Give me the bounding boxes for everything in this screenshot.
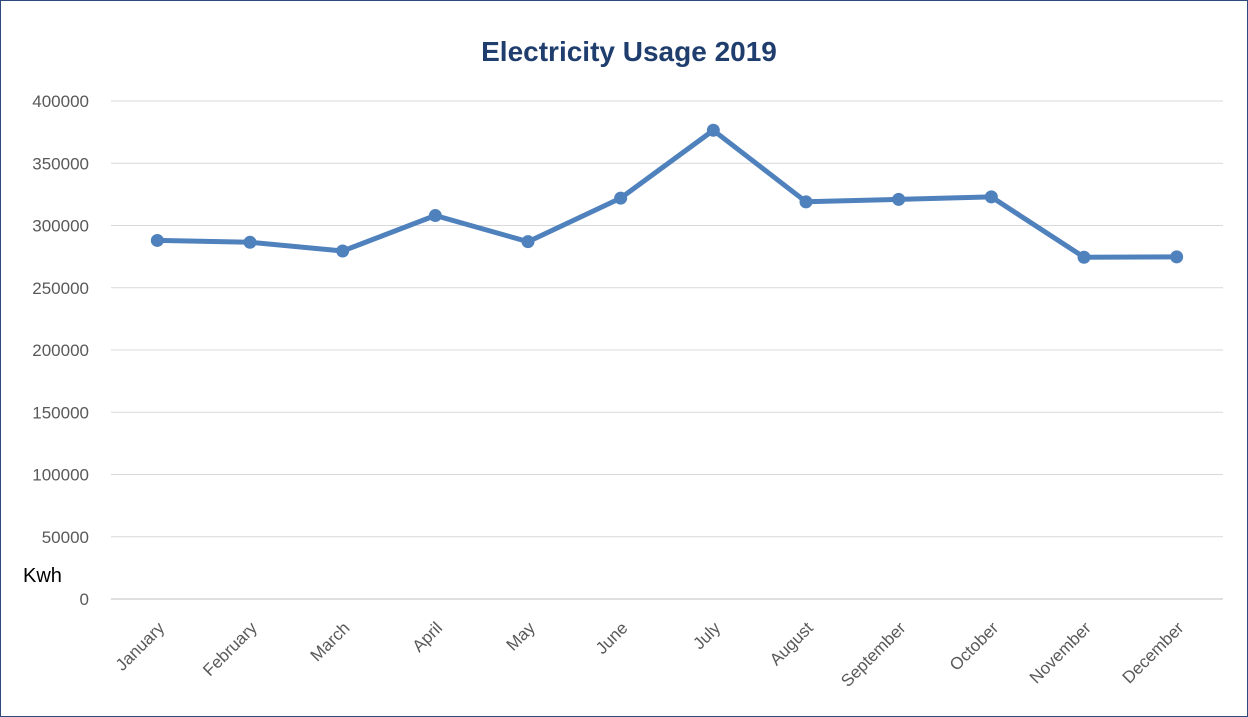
data-point: [428, 209, 442, 223]
data-point: [706, 123, 720, 137]
x-tick-label: November: [1026, 618, 1095, 687]
y-tick-label: 150000: [32, 403, 89, 422]
x-tick-label: January: [112, 618, 169, 675]
y-tick-label: 350000: [32, 154, 89, 173]
data-point: [984, 190, 998, 204]
x-tick-label: May: [503, 618, 539, 654]
x-axis-tick-labels: January February March April May June July Augu…: [112, 618, 1188, 691]
data-point: [336, 244, 350, 258]
y-tick-label: 200000: [32, 341, 89, 360]
x-tick-label: April: [409, 618, 446, 655]
y-tick-label: 300000: [32, 217, 89, 236]
x-tick-label: September: [837, 618, 909, 690]
data-point: [1170, 250, 1184, 264]
data-point: [892, 192, 906, 206]
data-point: [243, 235, 257, 249]
data-point: [614, 191, 628, 205]
y-axis-unit-label: Kwh: [23, 565, 62, 587]
chart-title: Electricity Usage 2019: [481, 36, 777, 67]
y-tick-label: 100000: [32, 466, 89, 485]
series-line: [154, 127, 1180, 260]
y-tick-label: 250000: [32, 279, 89, 298]
y-tick-label: 0: [80, 590, 89, 609]
gridlines: [111, 100, 1223, 600]
x-tick-label: March: [307, 618, 354, 665]
data-point: [1077, 250, 1091, 264]
x-tick-label: August: [766, 618, 817, 669]
series-group: [150, 123, 1184, 264]
data-point: [150, 233, 164, 247]
data-point: [521, 235, 535, 249]
x-tick-label: December: [1119, 618, 1188, 687]
x-tick-label: October: [946, 618, 1002, 674]
y-axis-tick-labels: 0 50000 100000 150000 200000 250000 300000 3500…: [32, 92, 89, 609]
x-tick-label: June: [592, 618, 632, 658]
x-tick-label: July: [689, 618, 724, 653]
data-point: [799, 195, 813, 209]
y-tick-label: 400000: [32, 92, 89, 111]
x-tick-label: February: [199, 618, 261, 680]
y-tick-label: 50000: [42, 528, 89, 547]
